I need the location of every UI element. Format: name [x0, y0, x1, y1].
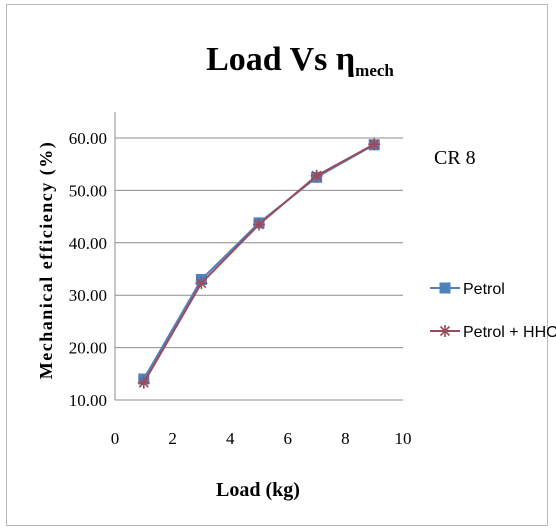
- chart-title-main: Load Vs η: [206, 41, 355, 78]
- axes: [114, 112, 403, 401]
- x-tick-label: 8: [341, 429, 350, 448]
- x-tick-label: 4: [226, 429, 235, 448]
- marker-stroke: [439, 325, 451, 337]
- chart-title-subscript: mech: [355, 61, 394, 80]
- series-lines: [137, 138, 381, 389]
- y-tick-label: 10.00: [69, 391, 107, 410]
- chart-frame: [6, 4, 548, 526]
- x-tick-label: 10: [395, 429, 412, 448]
- series-line-0: [142, 143, 375, 380]
- x-tick-label: 6: [284, 429, 293, 448]
- y-tick-label: 40.00: [69, 234, 107, 253]
- marker-stroke: [138, 377, 149, 388]
- y-tick-label: 60.00: [69, 129, 107, 148]
- legend-marker: [439, 282, 451, 294]
- x-axis-label: Load (kg): [216, 479, 300, 501]
- marker-stroke: [196, 278, 207, 289]
- x-tick-label: 2: [168, 429, 177, 448]
- x-tick-label: 0: [111, 429, 120, 448]
- grid-lines: [115, 137, 403, 349]
- data-point: [253, 218, 265, 231]
- data-point: [310, 169, 323, 182]
- marker-stroke: [253, 219, 265, 230]
- chart-title: Load Vs ηmech: [206, 41, 394, 80]
- data-point: [368, 138, 381, 151]
- legend-marker: [439, 325, 451, 337]
- tick-labels: 10.00 20.00 30.00 40.00 50.00 60.00 0 2 4 6 8 10: [69, 129, 412, 448]
- marker-stroke: [311, 170, 322, 181]
- legend-label: Petrol: [463, 281, 505, 298]
- legend-label: Petrol + HHO: [463, 324, 556, 341]
- series-line-1: [142, 143, 375, 384]
- y-tick-label: 20.00: [69, 339, 107, 358]
- marker-stroke: [369, 139, 380, 150]
- legend: Petrol Petrol + HHO: [430, 281, 556, 341]
- y-axis-label: Mechanical efficiency (%): [36, 141, 57, 379]
- y-tick-label: 50.00: [69, 181, 107, 200]
- y-tick-label: 30.00: [69, 286, 107, 305]
- data-point: [137, 376, 150, 389]
- chart-annotation: CR 8: [434, 147, 476, 169]
- data-point: [195, 277, 208, 290]
